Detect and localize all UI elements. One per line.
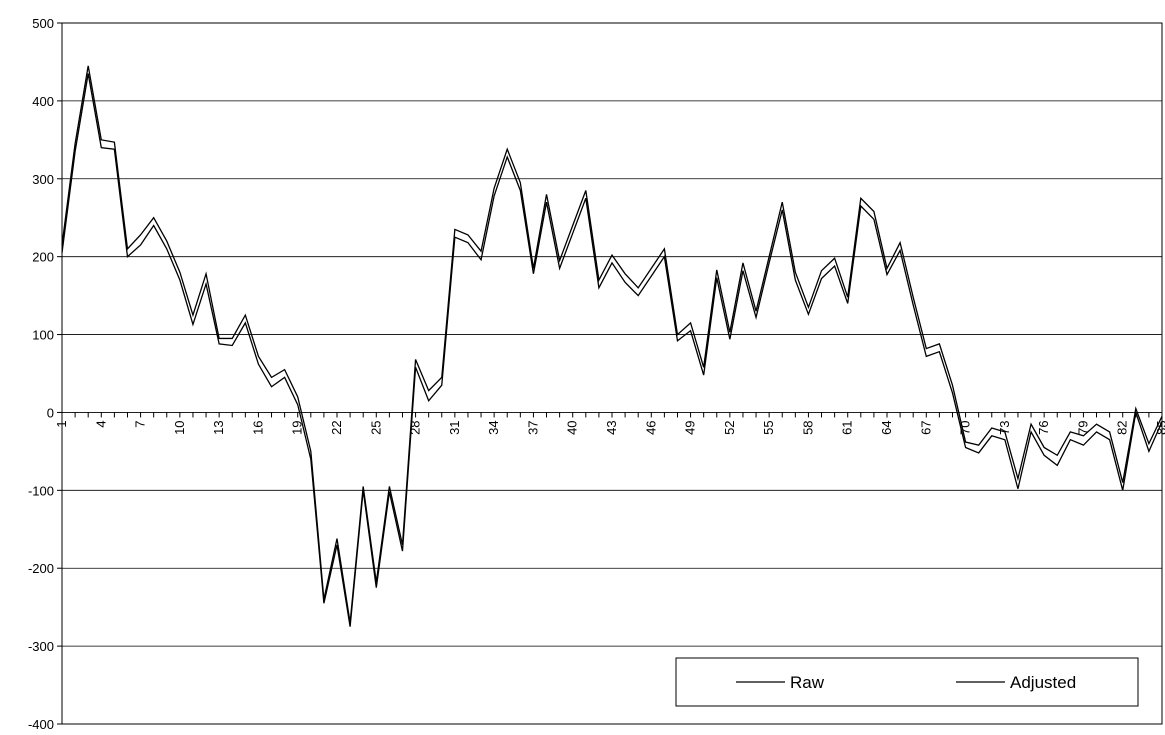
x-tick-label: 79 <box>1075 420 1090 434</box>
x-tick-label: 76 <box>1036 420 1051 434</box>
x-tick-label: 1 <box>54 420 69 427</box>
x-tick-label: 34 <box>486 420 501 434</box>
x-tick-label: 58 <box>800 420 815 434</box>
x-tick-label: 7 <box>133 420 148 427</box>
x-tick-label: 37 <box>525 420 540 434</box>
legend-label-adjusted: Adjusted <box>1010 673 1076 692</box>
x-tick-label: 31 <box>447 420 462 434</box>
y-tick-label: 100 <box>32 328 54 343</box>
x-tick-label: 25 <box>368 420 383 434</box>
x-tick-label: 67 <box>918 420 933 434</box>
x-tick-label: 82 <box>1115 420 1130 434</box>
x-tick-label: 16 <box>250 420 265 434</box>
x-tick-label: 13 <box>211 420 226 434</box>
x-tick-label: 73 <box>997 420 1012 434</box>
y-tick-label: 300 <box>32 172 54 187</box>
x-tick-label: 43 <box>604 420 619 434</box>
x-tick-label: 4 <box>93 420 108 427</box>
x-tick-label: 64 <box>879 420 894 434</box>
y-tick-label: -100 <box>28 483 54 498</box>
y-tick-label: -200 <box>28 561 54 576</box>
x-tick-label: 46 <box>643 420 658 434</box>
x-tick-label: 55 <box>761 420 776 434</box>
y-tick-label: 200 <box>32 250 54 265</box>
x-tick-label: 40 <box>565 420 580 434</box>
series-line-adjusted <box>61 73 1163 627</box>
legend: Raw Adjusted <box>675 657 1139 707</box>
y-tick-label: 0 <box>47 405 54 420</box>
plot-area-border <box>61 22 1163 725</box>
y-axis: -400 -300 -200 -100 0 100 200 300 400 500 <box>28 16 62 732</box>
x-tick-label: 52 <box>722 420 737 434</box>
x-tick-label: 49 <box>683 420 698 434</box>
x-tick-label: 19 <box>290 420 305 434</box>
y-tick-label: 400 <box>32 94 54 109</box>
x-tick-label: 10 <box>172 420 187 434</box>
x-tick-label: 61 <box>840 420 855 434</box>
series-group <box>61 65 1163 627</box>
x-tick-label: 22 <box>329 420 344 434</box>
y-tick-label: -300 <box>28 639 54 654</box>
y-tick-label: 500 <box>32 16 54 31</box>
legend-label-raw: Raw <box>790 673 825 692</box>
y-tick-label: -400 <box>28 717 54 732</box>
series-line-raw <box>61 65 1163 623</box>
